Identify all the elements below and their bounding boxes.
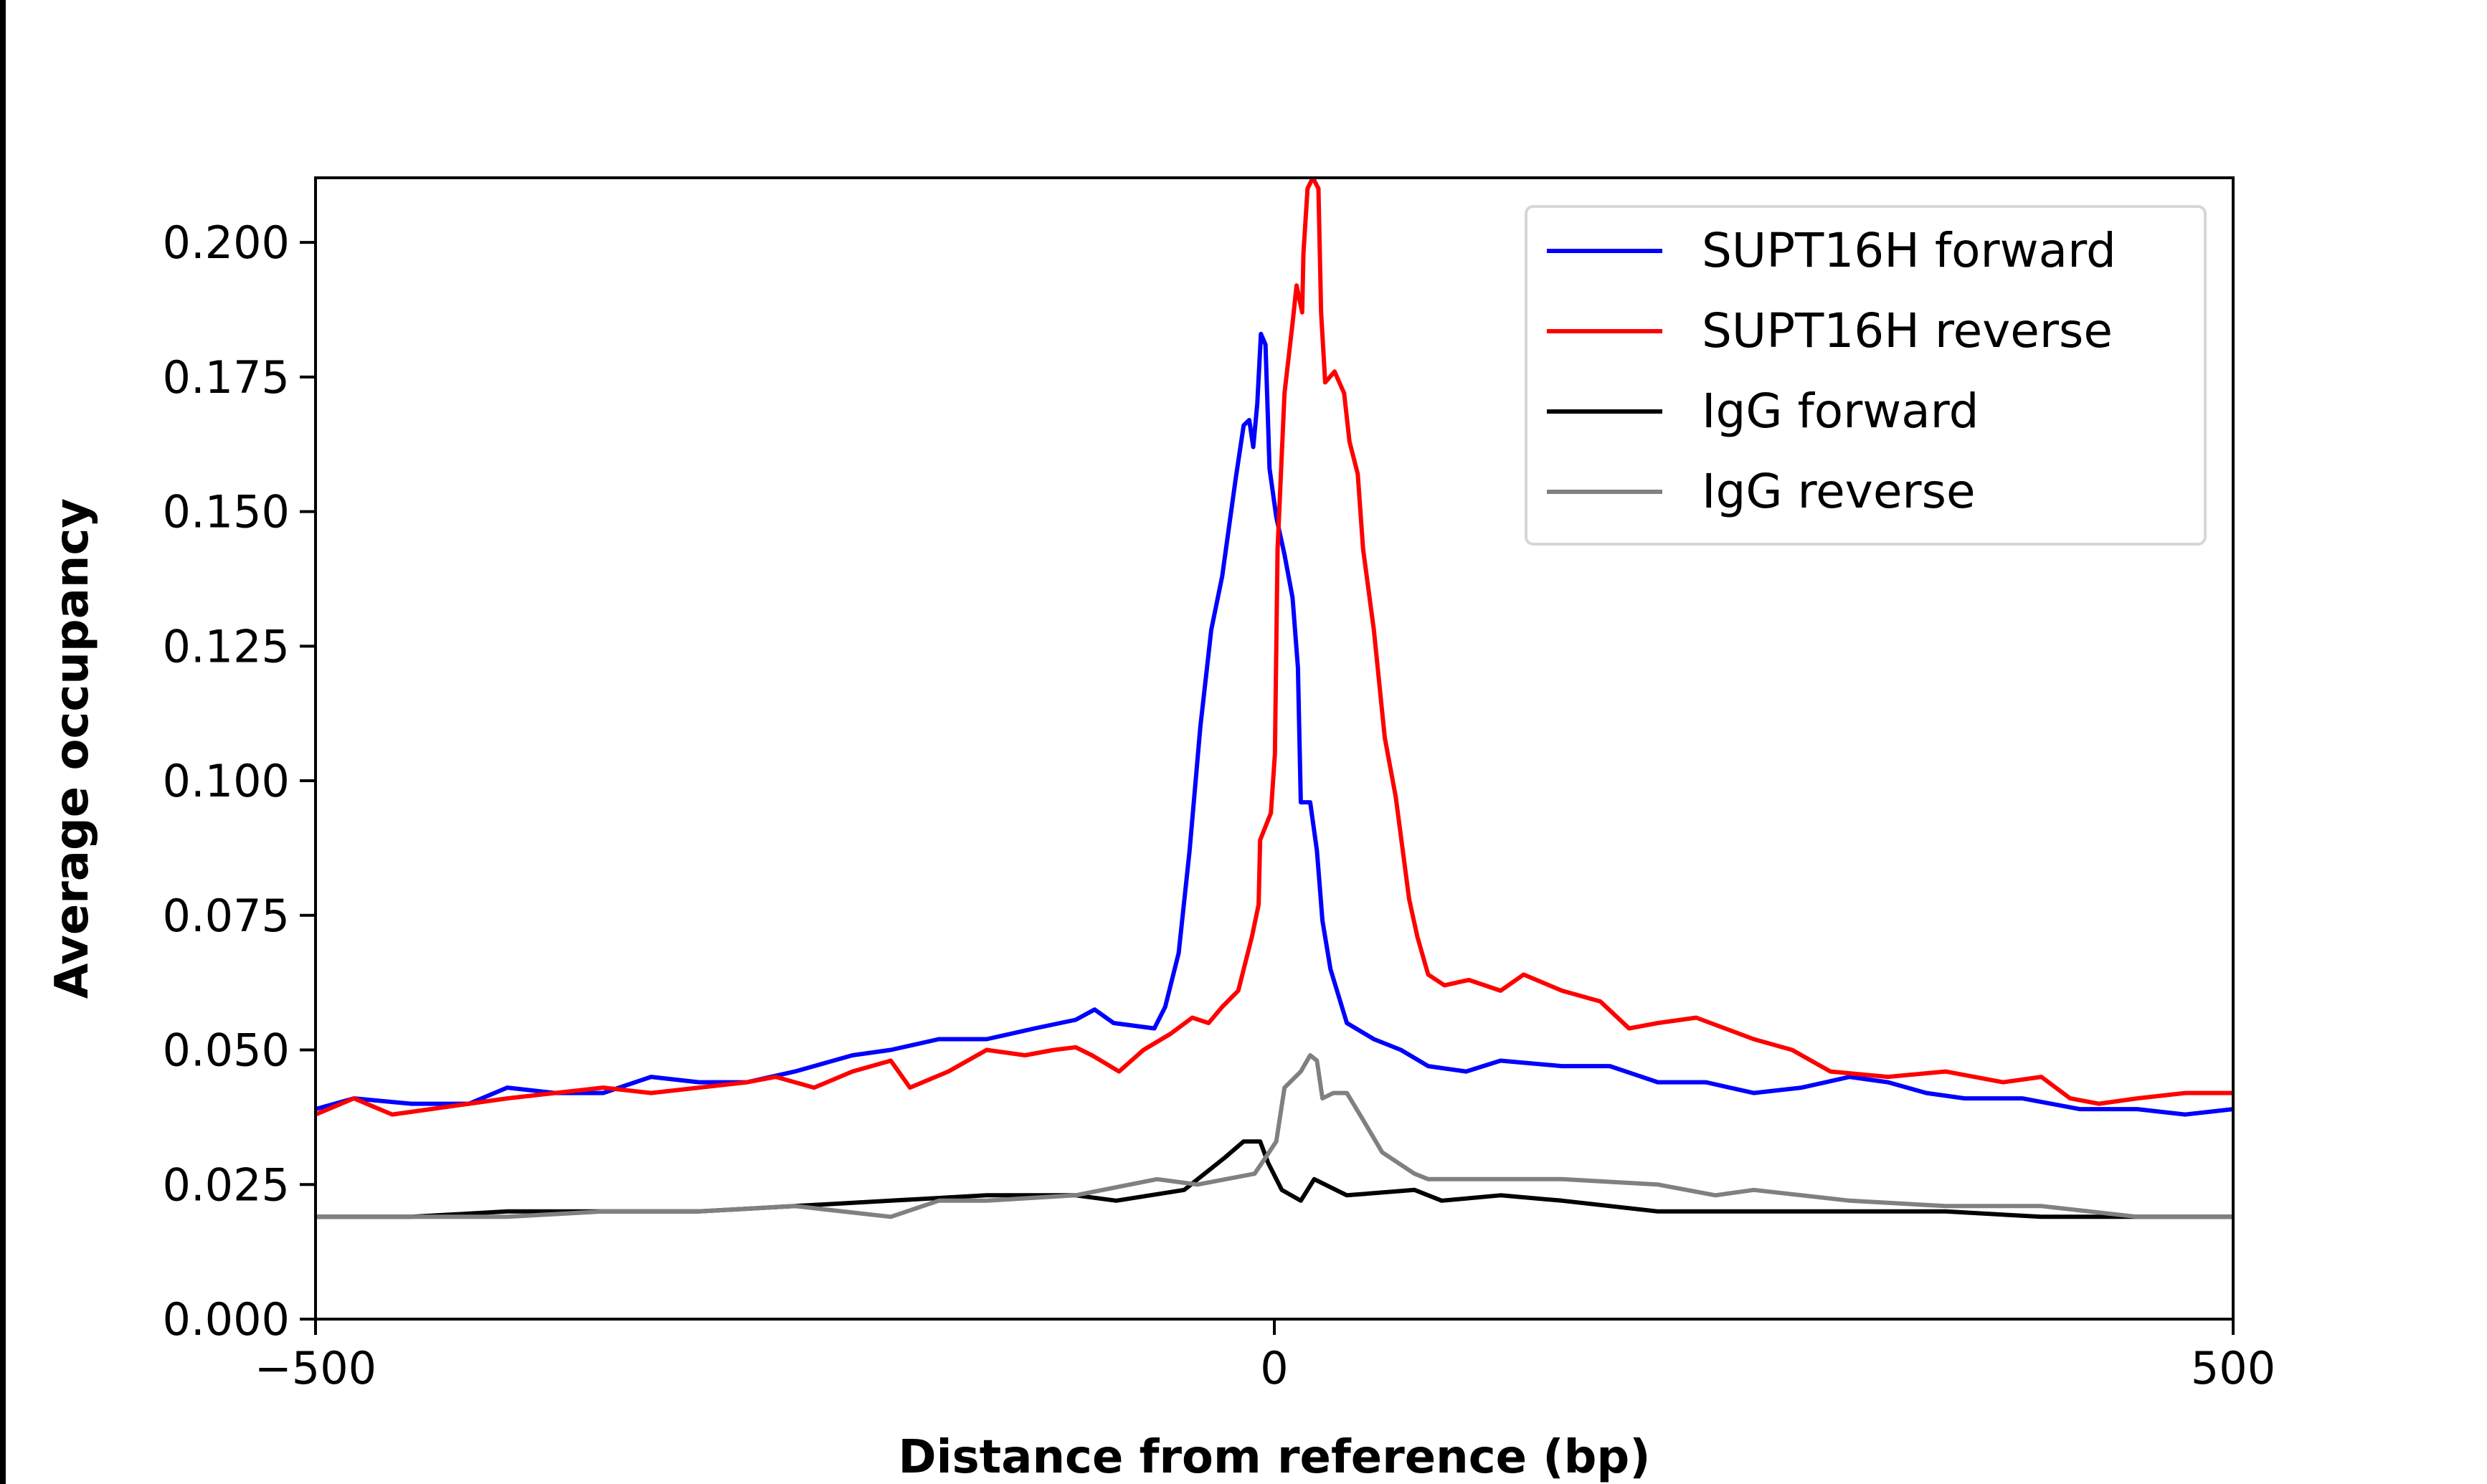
series-line-supt16h-reverse <box>316 178 2233 1117</box>
x-tick-label: 0 <box>1260 1342 1288 1394</box>
x-axis-label: Distance from reference (bp) <box>899 1431 1651 1484</box>
y-tick-label: 0.000 <box>163 1293 290 1346</box>
y-tick-label: 0.100 <box>163 755 290 807</box>
y-tick-label: 0.125 <box>163 620 290 672</box>
y-tick-label: 0.050 <box>163 1024 290 1077</box>
y-tick-label: 0.175 <box>163 351 290 404</box>
legend-label: IgG reverse <box>1702 464 1976 519</box>
y-tick-label: 0.025 <box>163 1159 290 1211</box>
series-lines <box>316 178 2233 1219</box>
legend-item: IgG forward <box>1547 384 1979 439</box>
x-tick-label: −500 <box>255 1342 376 1394</box>
legend-label: SUPT16H reverse <box>1702 303 2113 358</box>
legend-label: SUPT16H forward <box>1702 223 2116 278</box>
legend-item: IgG reverse <box>1547 464 1976 519</box>
y-tick-label: 0.200 <box>163 217 290 269</box>
y-axis-label: Average occupancy <box>46 498 99 999</box>
legend-item: SUPT16H forward <box>1547 223 2116 278</box>
series-line-supt16h-forward <box>316 331 2233 1117</box>
legend-box <box>1525 205 2207 546</box>
legend: SUPT16H forward SUPT16H reverse IgG forwar… <box>1525 205 2207 546</box>
left-edge-bar <box>0 0 6 1484</box>
y-tick-label: 0.150 <box>163 486 290 538</box>
x-tick-label: 500 <box>2191 1342 2275 1394</box>
legend-label: IgG forward <box>1702 384 1979 439</box>
y-tick-label: 0.075 <box>163 890 290 942</box>
axis-ticks: −500 0 500 0.000 0.025 0.050 0.075 0.100 0.125 0.… <box>163 217 2276 1394</box>
legend-item: SUPT16H reverse <box>1547 303 2113 358</box>
series-line-igg-reverse <box>316 1053 2233 1219</box>
